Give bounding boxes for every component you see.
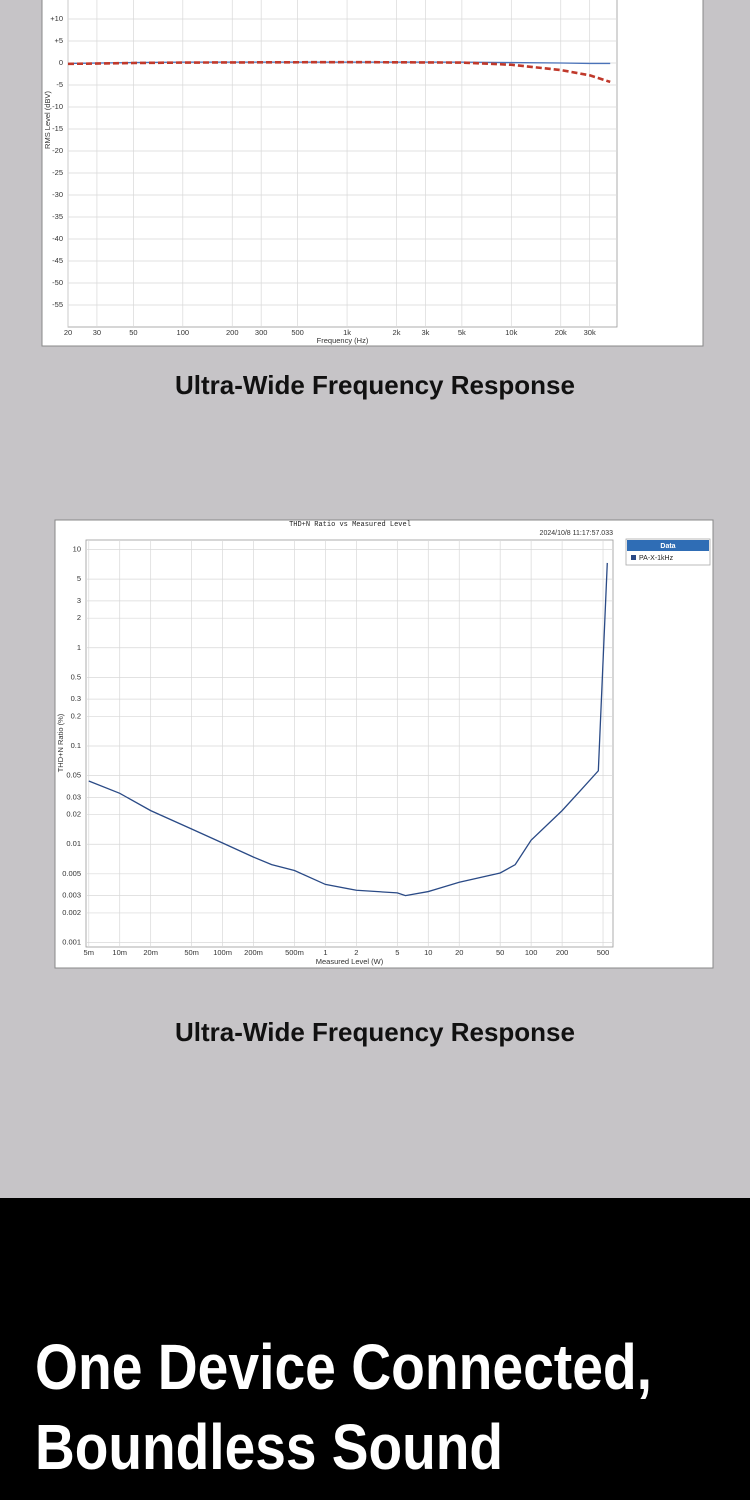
legend-label: PA-X-1kHz <box>639 555 674 562</box>
x-tick-label: 300 <box>255 328 268 337</box>
x-tick-label: 5k <box>458 328 466 337</box>
y-tick-label: -50 <box>52 278 63 287</box>
y-tick-label: -20 <box>52 146 63 155</box>
x-tick-label: 50 <box>129 328 137 337</box>
legend-swatch <box>631 555 636 560</box>
y-tick-label: -35 <box>52 212 63 221</box>
chart-title: THD+N Ratio vs Measured Level <box>289 521 411 529</box>
y-tick-label: -25 <box>52 168 63 177</box>
y-tick-label: 0.1 <box>71 741 81 750</box>
x-tick-label: 2k <box>393 328 401 337</box>
x-tick-label: 20 <box>455 948 463 957</box>
y-tick-label: 3 <box>77 596 81 605</box>
y-tick-label: 10 <box>73 545 81 554</box>
x-tick-label: 5m <box>84 948 94 957</box>
x-tick-label: 3k <box>421 328 429 337</box>
y-tick-label: 0.01 <box>66 839 81 848</box>
caption: Ultra-Wide Frequency Response <box>175 1017 575 1047</box>
x-tick-label: 100 <box>525 948 538 957</box>
x-tick-label: 20 <box>64 328 72 337</box>
x-tick-label: 200m <box>244 948 263 957</box>
x-tick-label: 10k <box>505 328 517 337</box>
y-tick-label: 5 <box>77 574 81 583</box>
y-tick-label: -15 <box>52 124 63 133</box>
legend-title: Data <box>660 543 675 550</box>
y-tick-label: 0 <box>59 58 63 67</box>
y-tick-label: +5 <box>54 36 63 45</box>
x-tick-label: 200 <box>556 948 569 957</box>
x-tick-label: 200 <box>226 328 239 337</box>
legend-header <box>627 540 709 551</box>
y-tick-label: -30 <box>52 190 63 199</box>
plot-area <box>67 0 618 328</box>
x-tick-label: 100 <box>177 328 190 337</box>
y-tick-label: 0.3 <box>71 694 81 703</box>
banner <box>0 1198 750 1500</box>
y-tick-label: 0.002 <box>62 908 81 917</box>
y-tick-label: -55 <box>52 300 63 309</box>
x-axis-title: Measured Level (W) <box>316 957 384 966</box>
x-tick-label: 10 <box>424 948 432 957</box>
x-tick-label: 1k <box>343 328 351 337</box>
x-tick-label: 5 <box>395 948 399 957</box>
y-tick-label: 0.005 <box>62 869 81 878</box>
x-tick-label: 500 <box>597 948 610 957</box>
timestamp: 2024/10/8 11:17:57.033 <box>540 530 614 537</box>
plot-area <box>85 539 614 948</box>
x-tick-label: 20m <box>143 948 158 957</box>
x-tick-label: 1 <box>323 948 327 957</box>
x-tick-label: 20k <box>555 328 567 337</box>
x-tick-label: 30k <box>584 328 596 337</box>
x-tick-label: 100m <box>213 948 232 957</box>
y-tick-label: 0.001 <box>62 937 81 946</box>
x-tick-label: 500m <box>285 948 304 957</box>
x-tick-label: 50 <box>496 948 504 957</box>
y-tick-label: 0.003 <box>62 891 81 900</box>
y-axis-title: RMS Level (dBV) <box>43 91 52 149</box>
x-tick-label: 2 <box>354 948 358 957</box>
y-tick-label: 2 <box>77 613 81 622</box>
y-axis-title: THD+N Ratio (%) <box>56 713 65 772</box>
y-tick-label: 0.05 <box>66 771 81 780</box>
y-tick-label: 0.03 <box>66 792 81 801</box>
x-tick-label: 30 <box>93 328 101 337</box>
banner-line: One Device Connected, <box>35 1331 652 1403</box>
y-tick-label: 0.02 <box>66 810 81 819</box>
x-tick-label: 50m <box>184 948 199 957</box>
y-tick-label: -10 <box>52 102 63 111</box>
series-line <box>67 60 611 84</box>
y-tick-label: -40 <box>52 234 63 243</box>
y-tick-label: 1 <box>77 643 81 652</box>
x-tick-label: 10m <box>112 948 127 957</box>
caption: Ultra-Wide Frequency Response <box>175 370 575 400</box>
series-line <box>88 562 608 897</box>
banner-line: Boundless Sound <box>35 1411 503 1483</box>
y-tick-label: 0.2 <box>71 711 81 720</box>
y-tick-label: -45 <box>52 256 63 265</box>
x-tick-label: 500 <box>291 328 304 337</box>
y-tick-label: -5 <box>56 80 63 89</box>
y-tick-label: +10 <box>50 14 63 23</box>
x-axis-title: Frequency (Hz) <box>317 336 369 345</box>
y-tick-label: 0.5 <box>71 672 81 681</box>
